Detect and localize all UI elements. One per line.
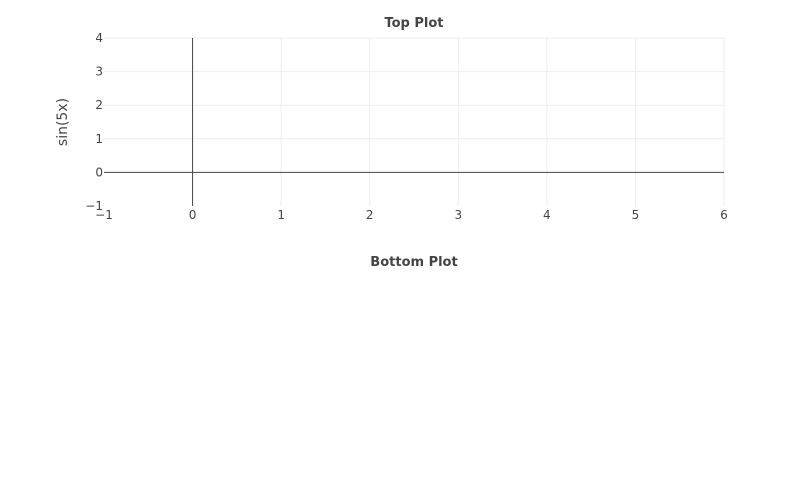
top-plot-x-tick-labels: −1 0 1 2 3 4 5 6 [95,208,728,222]
x-tick-label: 1 [277,208,285,222]
x-tick-label: 6 [720,208,728,222]
bottom-plot: Bottom Plot [370,255,457,270]
x-tick-label: 0 [189,208,197,222]
x-tick-label: 3 [454,208,462,222]
top-plot-zero-lines [104,38,724,206]
top-plot: Top Plot −1 0 1 2 3 4 5 6 −1 0 1 2 3 4 sin(5x) [55,16,728,222]
bottom-plot-title: Bottom Plot [370,255,457,270]
x-tick-label: 2 [366,208,374,222]
y-tick-label: 2 [95,98,103,112]
y-tick-label: 0 [95,165,103,179]
x-tick-label: −1 [95,208,113,222]
top-plot-y-axis-title: sin(5x) [55,98,71,146]
y-tick-label: −1 [85,199,103,213]
y-tick-label: 4 [95,31,103,45]
top-plot-title: Top Plot [384,16,443,31]
x-tick-label: 5 [632,208,640,222]
y-tick-label: 3 [95,65,103,79]
x-tick-label: 4 [543,208,551,222]
y-tick-label: 1 [95,132,103,146]
top-plot-grid [104,37,725,206]
top-plot-y-tick-labels: −1 0 1 2 3 4 [85,31,103,213]
